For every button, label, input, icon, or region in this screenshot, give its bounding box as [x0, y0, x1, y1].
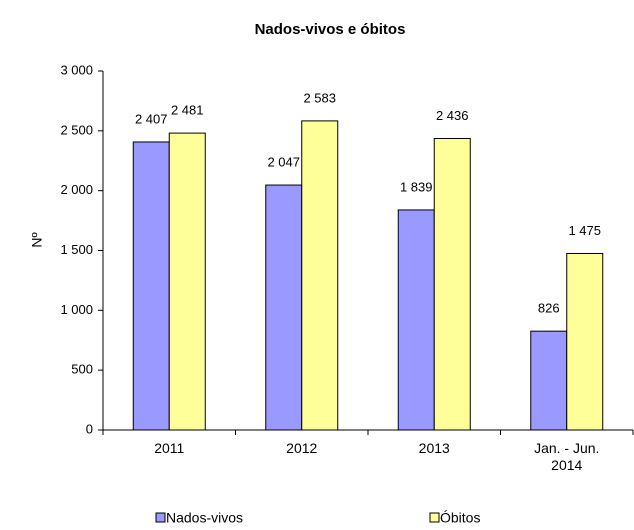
x-tick-label: 2013: [418, 440, 450, 456]
value-label: 2 583: [303, 90, 336, 105]
legend-label: Nados-vivos: [166, 510, 243, 526]
bar: [168, 132, 206, 431]
x-tick-label: Jan. - Jun. 2014: [534, 440, 600, 473]
x-tick-label: 2011: [154, 440, 185, 456]
y-tick-label: 2 000: [60, 182, 93, 197]
value-label: 826: [538, 301, 560, 316]
value-label: 1 475: [568, 223, 601, 238]
y-tick-label: 500: [71, 362, 93, 377]
bar: [530, 330, 568, 431]
value-label: 2 047: [267, 154, 300, 169]
legend-label: Óbitos: [440, 510, 480, 526]
y-tick-label: 3 000: [60, 62, 93, 77]
y-tick-label: 1 500: [60, 242, 93, 257]
bar: [265, 184, 303, 431]
y-tick-label: 2 500: [60, 122, 93, 137]
value-label: 2 407: [135, 111, 168, 126]
value-label: 1 839: [400, 179, 433, 194]
y-tick-label: 1 000: [60, 302, 93, 317]
x-tick-label: 2012: [286, 440, 318, 456]
y-axis-label: Nº: [29, 232, 45, 247]
bar: [132, 141, 170, 431]
legend-swatch: [155, 512, 166, 523]
bar: [301, 120, 339, 431]
chart-title: Nados-vivos e óbitos: [255, 21, 406, 38]
value-label: 2 481: [171, 103, 204, 118]
bar: [433, 137, 471, 431]
y-tick-label: 0: [86, 421, 93, 436]
bar: [397, 209, 435, 431]
bar: [566, 252, 604, 431]
value-label: 2 436: [436, 108, 469, 123]
legend-swatch: [429, 512, 440, 523]
